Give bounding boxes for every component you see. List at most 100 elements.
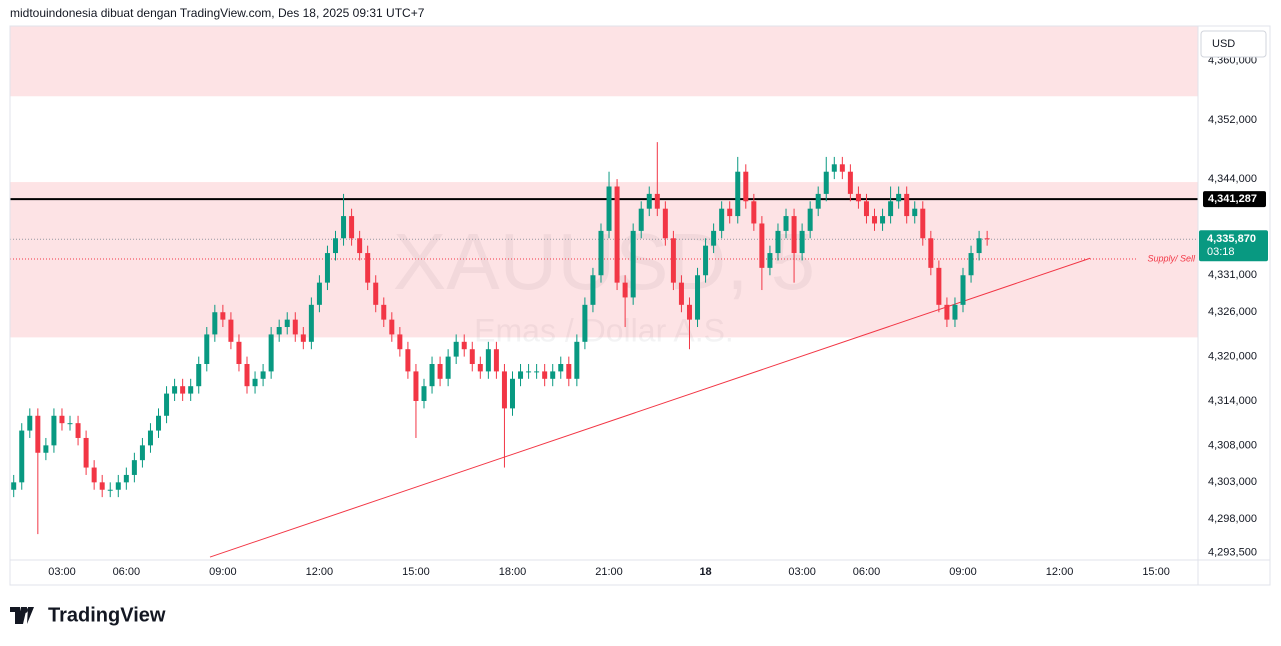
candle-body xyxy=(389,319,395,335)
candle-body xyxy=(172,386,178,394)
logo: TradingView xyxy=(10,604,166,626)
candle-body xyxy=(35,415,41,453)
candle-body xyxy=(204,334,210,365)
mark-layer xyxy=(11,142,990,535)
last-price-box xyxy=(1199,230,1268,262)
y-tick-label: 4,326,000 xyxy=(1208,306,1257,318)
candle-body xyxy=(188,386,194,394)
candle-body xyxy=(759,223,765,268)
candle-body xyxy=(984,238,990,240)
candle-body xyxy=(695,275,701,320)
x-tick-label: 15:00 xyxy=(402,566,430,578)
logo-icon xyxy=(10,607,34,624)
zone xyxy=(10,182,1198,338)
x-tick-label: 06:00 xyxy=(113,566,141,578)
currency-box[interactable] xyxy=(1200,30,1267,58)
candle-body xyxy=(888,201,894,217)
price-label-box xyxy=(1203,191,1266,208)
candle-body xyxy=(775,230,781,254)
candle-body xyxy=(123,474,129,483)
candle-body xyxy=(590,275,596,305)
candle-body xyxy=(27,415,33,431)
candle-body xyxy=(429,364,435,387)
candle-body xyxy=(920,208,926,239)
x-tick-label: 12:00 xyxy=(1046,566,1074,578)
candle-body xyxy=(421,386,427,401)
y-tick-label: 4,344,000 xyxy=(1208,173,1257,185)
branding: TradingView xyxy=(48,604,166,626)
candle-body xyxy=(509,378,515,409)
candle-body xyxy=(912,208,918,217)
y-tick-label: 4,314,000 xyxy=(1208,395,1257,407)
x-tick-label: 15:00 xyxy=(1142,566,1170,578)
x-tick-label: 18:00 xyxy=(499,566,527,578)
candle-body xyxy=(413,371,419,401)
x-tick-label: 06:00 xyxy=(853,566,881,578)
currency[interactable]: USD xyxy=(1212,38,1235,50)
candle-body xyxy=(839,164,845,172)
candle-body xyxy=(678,282,684,305)
candle-body xyxy=(582,304,588,342)
candle-body xyxy=(477,364,483,372)
logo-icon xyxy=(22,607,28,613)
candle-body xyxy=(542,371,548,379)
candle-body xyxy=(107,489,113,491)
candle-body xyxy=(847,171,853,194)
last-price-label: 4,335,870 xyxy=(1207,233,1256,245)
candle-body xyxy=(767,253,773,268)
candle-body xyxy=(292,319,298,335)
candle-body xyxy=(703,245,709,276)
candle-body xyxy=(228,319,234,342)
candle-body xyxy=(630,230,636,298)
candle-body xyxy=(791,216,797,254)
candle-body xyxy=(196,364,202,387)
candle-body xyxy=(139,445,145,461)
annotation-text: Supply/ Sell xyxy=(1147,253,1196,263)
candle-body xyxy=(341,216,347,239)
candle-body xyxy=(11,482,17,490)
candle-body xyxy=(735,171,741,217)
currency-button[interactable]: USD xyxy=(1200,30,1267,58)
candle-body xyxy=(236,341,242,365)
candle-body xyxy=(453,341,459,357)
candle-body xyxy=(872,216,878,224)
y-tick-label: 4,303,000 xyxy=(1208,476,1257,488)
candle-body xyxy=(646,193,652,209)
watermark-symbol: XAUUSD, 5 xyxy=(393,217,815,306)
candle-body xyxy=(686,304,692,320)
candle-body xyxy=(719,208,725,231)
candle-body xyxy=(807,208,813,231)
candle-body xyxy=(518,371,524,379)
axis-layer: 4,341,287 4,360,000 4,352,000 4,344,000 4,33… xyxy=(9,25,1271,586)
candle-body xyxy=(968,253,974,276)
candle-body xyxy=(83,437,89,468)
candle-body xyxy=(534,371,540,373)
trendline xyxy=(209,257,1091,558)
y-tick-label: 4,293,500 xyxy=(1208,547,1257,559)
candle-body xyxy=(751,201,757,224)
candle-body xyxy=(91,467,97,483)
candle-body xyxy=(164,393,170,416)
candle-body xyxy=(131,460,137,475)
candle-body xyxy=(727,208,733,217)
candle-body xyxy=(815,193,821,209)
candle-body xyxy=(276,327,282,335)
chart-frame xyxy=(9,25,1271,586)
candle-body xyxy=(220,312,226,320)
candle-body xyxy=(43,445,49,453)
y-tick-label: 4,308,000 xyxy=(1208,439,1257,451)
candle-body xyxy=(244,364,250,387)
candle-body xyxy=(863,201,869,217)
candle-body xyxy=(252,378,258,387)
candle-body xyxy=(51,415,57,446)
candle-body xyxy=(180,386,186,394)
candle-body xyxy=(960,275,966,305)
candle-body xyxy=(75,423,81,438)
candle-body xyxy=(212,312,218,335)
candle-body xyxy=(880,216,886,224)
y-tick-label: 4,298,000 xyxy=(1208,513,1257,525)
candle-body xyxy=(550,371,556,379)
candle-body xyxy=(333,238,338,254)
candle-body xyxy=(936,267,942,305)
